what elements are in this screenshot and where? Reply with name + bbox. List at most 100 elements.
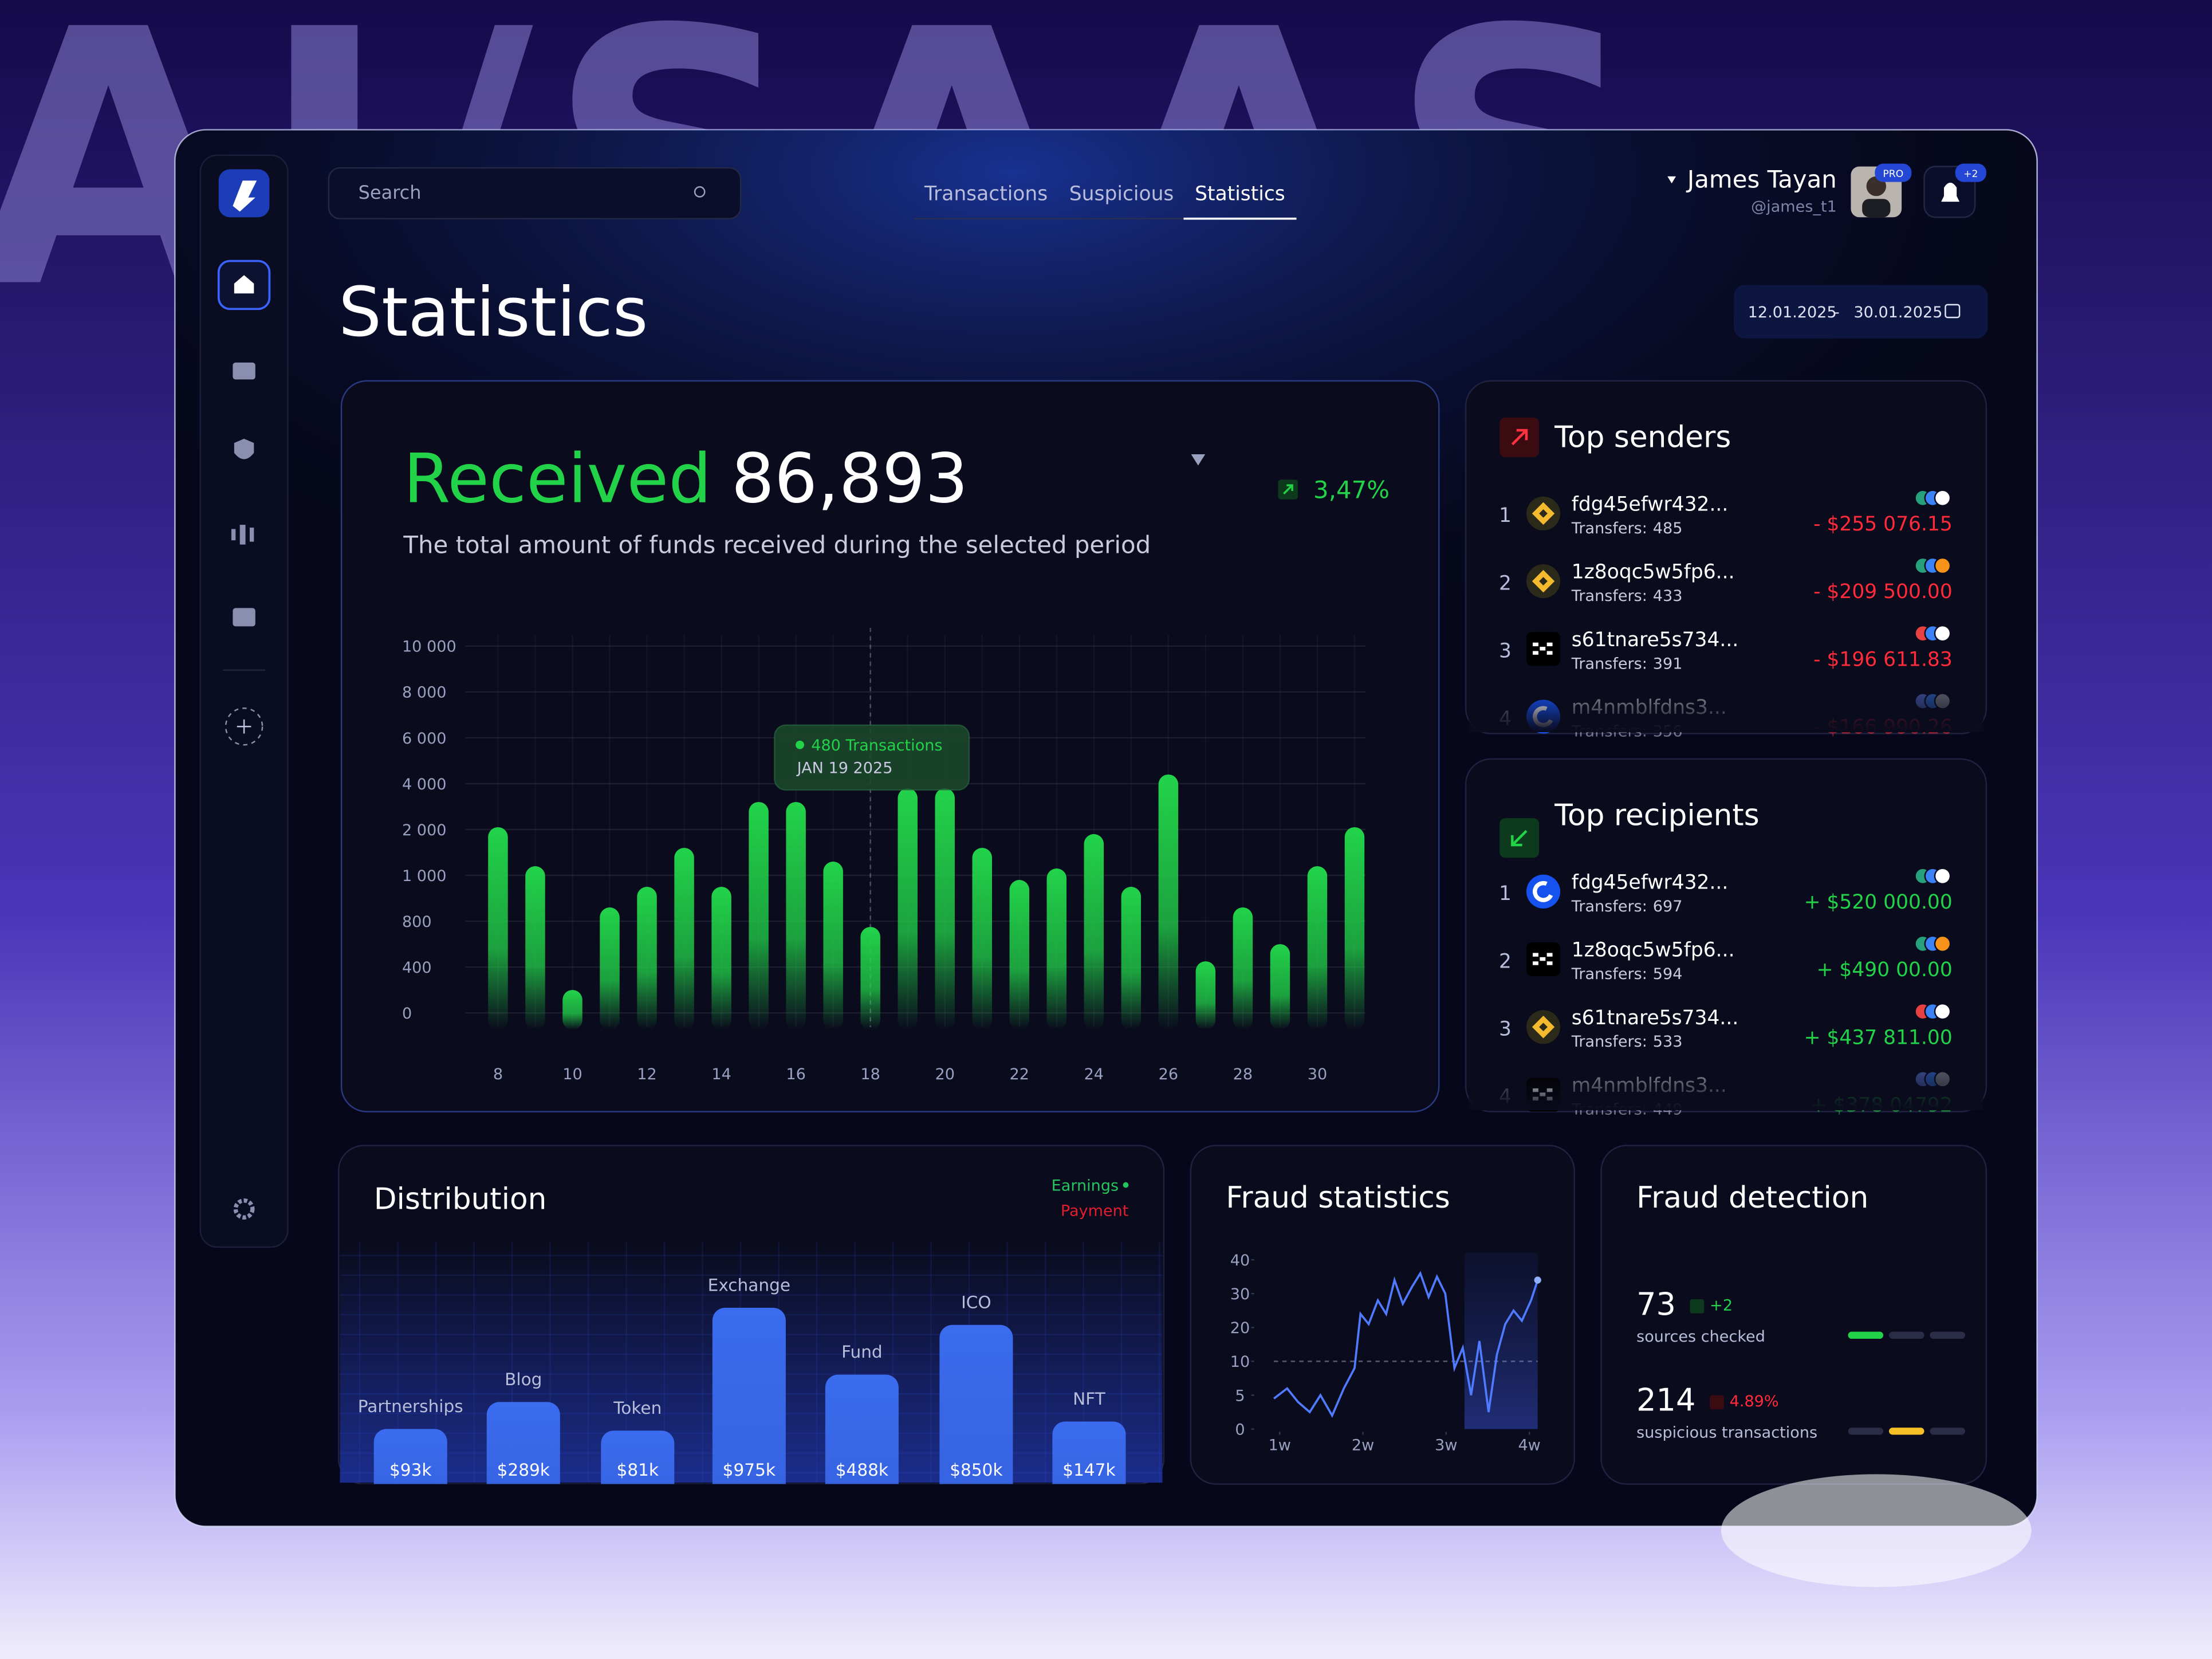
nav-portfolio[interactable] bbox=[233, 362, 255, 380]
list-row[interactable]: 3 s61tnare5s734... Transfers: 391 - $196 611… bbox=[1499, 624, 1953, 673]
exchange-icon bbox=[1526, 496, 1561, 530]
list-row[interactable]: 1 fdg45efwr432... Transfers: 697 + $520 000.… bbox=[1499, 867, 1953, 915]
coin-icon bbox=[1934, 867, 1951, 885]
nav-tab[interactable]: Transactions bbox=[924, 183, 1048, 206]
progress-segment bbox=[1848, 1331, 1884, 1339]
metric-change-icon bbox=[1710, 1395, 1724, 1410]
x-tick-label: 10 bbox=[562, 1066, 582, 1083]
x-tick-label: 3w bbox=[1435, 1437, 1457, 1454]
row-rank: 2 bbox=[1499, 572, 1512, 595]
binance-logo bbox=[1532, 502, 1555, 525]
nav-tab[interactable]: Suspicious bbox=[1069, 183, 1174, 206]
bar bbox=[637, 887, 657, 1030]
row-name: s61tnare5s734... bbox=[1572, 628, 1739, 651]
legend-entry[interactable]: Earnings bbox=[1052, 1177, 1119, 1194]
bar bbox=[1046, 868, 1067, 1030]
list-row[interactable]: 2 1z8oqc5w5fp6... Transfers: 594 + $490 00.0… bbox=[1499, 935, 1953, 983]
bar-category-label: ICO bbox=[961, 1292, 991, 1312]
page-title: Statistics bbox=[339, 273, 648, 352]
bar bbox=[1158, 774, 1179, 1030]
bar bbox=[525, 866, 545, 1030]
progress-segment bbox=[1888, 1428, 1924, 1435]
pro-badge bbox=[1875, 163, 1912, 182]
avatar-body bbox=[1862, 199, 1891, 218]
fraud-detection-title: Fraud detection bbox=[1636, 1181, 1868, 1215]
bar-value-label: $93k bbox=[389, 1460, 432, 1480]
nav-tab[interactable]: Statistics bbox=[1195, 183, 1285, 206]
row-transfers: Transfers: 433 bbox=[1571, 587, 1683, 605]
nav-settings[interactable] bbox=[233, 1198, 255, 1220]
row-transfers: Transfers: 533 bbox=[1571, 1033, 1683, 1051]
received-label: Received bbox=[403, 439, 711, 518]
date-from: 12.01.2025 bbox=[1748, 304, 1837, 321]
y-tick-label: 20 bbox=[1230, 1319, 1250, 1337]
bar-category-label: Fund bbox=[841, 1342, 883, 1362]
senders-arrow bbox=[1511, 428, 1528, 446]
exchange-icon bbox=[1526, 564, 1561, 599]
x-tick-label: 22 bbox=[1010, 1066, 1029, 1083]
nav-security[interactable] bbox=[234, 438, 254, 459]
x-tick-label: 1w bbox=[1269, 1437, 1291, 1454]
bar-value-label: $81k bbox=[617, 1460, 659, 1480]
row-amount: + $437 811.00 bbox=[1804, 1026, 1953, 1049]
row-name: s61tnare5s734... bbox=[1572, 1007, 1739, 1029]
exchange-icon bbox=[1526, 1010, 1561, 1044]
metric-label: sources checked bbox=[1636, 1328, 1765, 1346]
bar bbox=[1307, 866, 1328, 1030]
date-to: 30.01.2025 bbox=[1853, 304, 1942, 321]
tooltip-dot bbox=[796, 740, 804, 749]
coin-icon bbox=[1934, 935, 1951, 953]
user-menu-caret[interactable] bbox=[1667, 176, 1676, 184]
date-separator: - bbox=[1834, 304, 1840, 321]
y-tick-label: 30 bbox=[1230, 1285, 1250, 1303]
home-icon bbox=[234, 275, 254, 294]
nav-analytics[interactable] bbox=[231, 529, 236, 541]
x-tick-label: 14 bbox=[711, 1066, 731, 1083]
bell-icon bbox=[1941, 182, 1960, 202]
nav-reports[interactable] bbox=[233, 608, 255, 627]
coin-icon bbox=[1934, 557, 1951, 575]
bar bbox=[972, 848, 992, 1030]
legend-entry[interactable]: Payment bbox=[1061, 1202, 1129, 1220]
progress-segment bbox=[1888, 1331, 1924, 1339]
y-tick-label: 400 bbox=[402, 959, 432, 977]
bar bbox=[749, 801, 769, 1030]
transfers-label: Transfers: bbox=[1571, 898, 1647, 915]
list-row[interactable]: 2 1z8oqc5w5fp6... Transfers: 433 - $209 500.… bbox=[1499, 557, 1953, 605]
received-total: 86,893 bbox=[731, 439, 969, 518]
okx-logo-cell bbox=[1540, 647, 1546, 651]
notification-count: +2 bbox=[1963, 168, 1978, 180]
bar bbox=[600, 907, 620, 1030]
x-tick-label: 24 bbox=[1084, 1066, 1104, 1083]
y-tick-label: 2 000 bbox=[402, 821, 447, 839]
nav-add[interactable] bbox=[225, 707, 263, 746]
bar bbox=[711, 887, 731, 1030]
okx-logo-cell bbox=[1533, 961, 1538, 965]
okx-logo-cell bbox=[1546, 953, 1553, 957]
transfers-label: Transfers: bbox=[1571, 520, 1647, 537]
pro-badge-text: PRO bbox=[1883, 168, 1903, 180]
progress-segment bbox=[1930, 1428, 1965, 1435]
bar bbox=[1344, 827, 1365, 1030]
search-box[interactable] bbox=[328, 167, 742, 219]
bar bbox=[486, 1402, 560, 1499]
fraud-stats-title: Fraud statistics bbox=[1226, 1181, 1450, 1215]
logo-mark bbox=[233, 180, 257, 212]
bar-value-label: $975k bbox=[723, 1460, 776, 1480]
x-tick-label: 28 bbox=[1233, 1066, 1253, 1083]
list-row[interactable]: 3 s61tnare5s734... Transfers: 533 + $437 811… bbox=[1499, 1003, 1953, 1051]
y-tick-label: 4 000 bbox=[402, 776, 447, 793]
x-tick-label: 20 bbox=[935, 1066, 954, 1083]
add-icon bbox=[237, 719, 251, 734]
bar bbox=[1052, 1421, 1126, 1499]
row-amount: + $520 000.00 bbox=[1804, 891, 1953, 914]
coin-icon bbox=[1934, 624, 1951, 642]
bar-value-label: $850k bbox=[950, 1460, 1003, 1480]
user-name: James Tayan bbox=[1686, 166, 1837, 194]
okx-logo-cell bbox=[1546, 961, 1553, 965]
period-caret[interactable] bbox=[1191, 454, 1206, 466]
date-range[interactable] bbox=[1734, 285, 1988, 339]
list-row[interactable]: 1 fdg45efwr432... Transfers: 485 - $255 076.… bbox=[1499, 489, 1953, 537]
